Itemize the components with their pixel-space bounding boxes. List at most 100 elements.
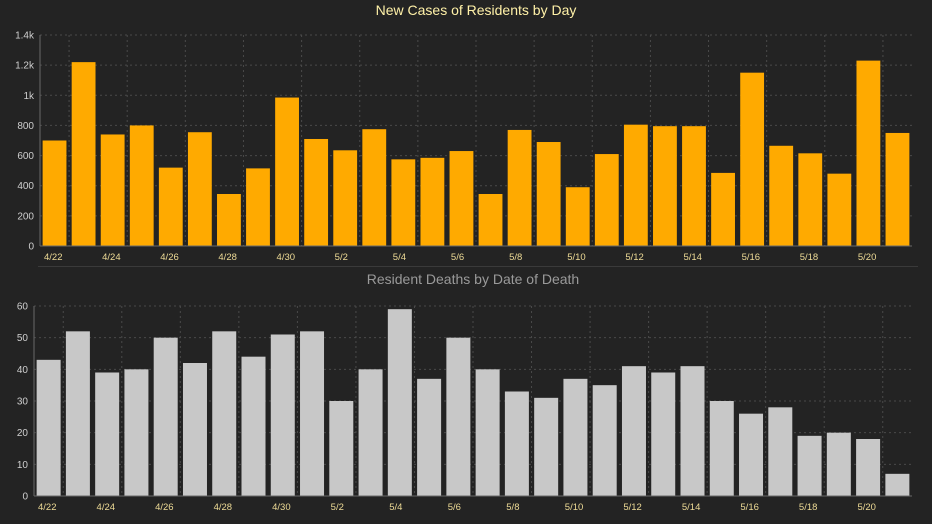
bar-5-18 [797,435,822,496]
bar-5-9 [536,142,561,246]
bar-4-22 [42,140,67,246]
bar-5-16 [739,413,764,496]
bar-5-8 [507,129,532,246]
x-tick-label: 5/14 [683,252,702,263]
bar-4-25 [124,369,149,496]
bar-4-30 [275,97,299,246]
bar-4-28 [212,331,237,496]
bar-5-19 [827,173,852,246]
bar-4-24 [95,372,120,496]
bar-4-29 [246,168,270,246]
bar-4-23 [71,62,96,246]
bar-5-3 [358,369,383,496]
bar-4-23 [65,331,90,496]
y-tick-label: 60 [17,302,29,313]
x-tick-label: 4/30 [277,252,296,263]
bar-5-16 [740,72,765,247]
x-tick-label: 5/2 [331,502,344,513]
y-tick-label: 800 [17,121,34,132]
new-cases-chart: New Cases of Residents by Day 0 200 400 600 8… [15,2,912,263]
bar-5-11 [594,154,619,246]
bar-5-13 [651,372,676,496]
chart-title: Resident Deaths by Date of Death [367,271,579,287]
bar-5-7 [475,369,500,496]
x-tick-label: 5/8 [509,252,522,263]
y-tick-label: 0 [28,242,34,253]
bar-5-19 [826,432,851,496]
y-tick-label: 20 [17,428,29,439]
bar-5-12 [623,124,648,246]
chart-title: New Cases of Residents by Day [376,2,577,18]
x-tick-label: 5/18 [799,502,818,513]
x-tick-label: 5/8 [506,502,519,513]
bar-5-5 [420,157,445,246]
bar-5-9 [534,397,559,496]
y-tick-label: 600 [17,151,34,162]
bar-4-27 [187,132,212,246]
bar-5-18 [798,153,823,246]
x-tick-label: 4/28 [218,252,237,263]
x-tick-label: 4/22 [38,502,57,513]
bar-5-8 [504,391,529,496]
bar-5-14 [682,126,706,246]
x-tick-label: 5/6 [448,502,461,513]
bar-4-24 [100,134,125,246]
bar-5-13 [653,126,677,246]
chart-divider [38,266,918,267]
x-tick-label: 5/20 [857,502,876,513]
bar-4-26 [158,167,183,246]
bar-5-2 [333,150,358,246]
bar-5-10 [565,187,590,246]
x-tick-label: 4/26 [155,502,174,513]
x-tick-label: 4/28 [214,502,233,513]
bar-5-5 [417,378,442,496]
bar-5-20 [856,439,881,496]
x-tick-label: 4/22 [44,252,63,263]
bar-5-11 [592,385,617,496]
y-tick-label: 10 [17,460,29,471]
x-tick-label: 5/16 [740,502,759,513]
bar-5-4 [387,309,412,496]
y-tick-label: 1.4k [15,31,35,42]
bar-4-30 [270,334,295,496]
bar-5-20 [856,60,881,247]
bar-4-25 [129,125,154,246]
bar-5-3 [362,129,387,246]
bar-5-7 [478,194,503,246]
bar-5-21 [885,132,910,246]
bar-5-2 [329,401,354,496]
x-tick-label: 5/20 [858,252,877,263]
x-tick-label: 5/10 [565,502,584,513]
bar-5-1 [304,138,329,246]
resident-deaths-chart-svg: Resident Deaths by Date of Death 0 10 20 30 4… [17,271,912,513]
x-tick-label: 5/10 [567,252,586,263]
y-tick-label: 50 [17,333,29,344]
bar-5-17 [769,145,794,246]
x-tick-label: 5/12 [623,502,642,513]
x-tick-label: 5/18 [800,252,819,263]
bar-5-21 [885,473,910,496]
bar-4-22 [36,359,61,496]
x-tick-label: 4/30 [272,502,291,513]
y-tick-label: 0 [22,492,28,503]
x-tick-label: 4/24 [102,252,121,263]
bar-5-12 [621,366,646,496]
x-tick-label: 5/4 [389,502,402,513]
x-tick-label: 5/16 [742,252,761,263]
x-tick-label: 4/24 [97,502,116,513]
y-tick-label: 30 [17,397,29,408]
bar-4-29 [241,356,266,496]
bar-4-28 [217,194,241,246]
y-tick-label: 200 [17,211,34,222]
bar-5-1 [300,331,325,496]
bar-5-6 [446,337,471,496]
y-tick-label: 1.2k [15,61,35,72]
y-tick-label: 400 [17,181,34,192]
new-cases-chart-svg: New Cases of Residents by Day 0 200 400 600 8… [15,2,912,263]
bar-5-17 [768,407,793,496]
x-tick-label: 4/26 [160,252,179,263]
bar-4-26 [153,337,178,496]
x-tick-label: 5/4 [393,252,406,263]
y-tick-label: 1k [23,91,35,102]
x-tick-label: 5/12 [625,252,644,263]
